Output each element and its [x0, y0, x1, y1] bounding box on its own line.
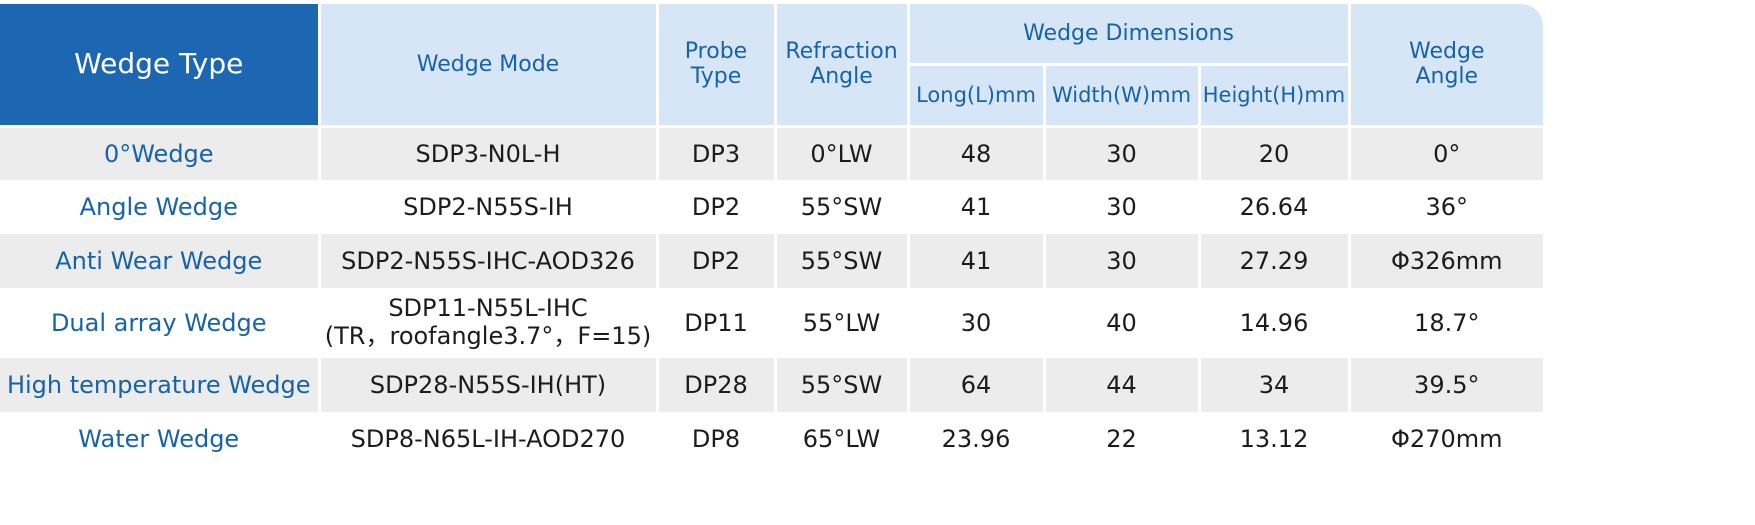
cell-height: 27.29: [1197, 234, 1350, 288]
header-wedge-angle-line1: Wedge: [1409, 38, 1485, 64]
header-refraction-angle: Refraction Angle: [773, 4, 908, 126]
cell-long: 64: [906, 358, 1044, 412]
cell-width: 30: [1042, 234, 1199, 288]
cell-probe-type: DP2: [655, 180, 775, 234]
cell-wedge-angle: 18.7°: [1347, 288, 1543, 358]
header-wedge-mode: Wedge Mode: [317, 4, 657, 126]
header-wedge-angle-line2: Angle: [1415, 64, 1479, 90]
cell-height: 13.12: [1197, 412, 1350, 460]
cell-height: 20: [1197, 124, 1350, 180]
wedge-specs-table: Wedge Type Wedge Mode Probe Type Refract…: [0, 4, 1543, 460]
cell-probe-type: DP8: [655, 412, 775, 460]
subheader-row: Long(L)mm Width(W)mm Height(H)mm: [0, 62, 1543, 126]
cell-width: 40: [1042, 288, 1199, 358]
header-refraction-line1: Refraction: [785, 38, 898, 64]
cell-wedge-type: Angle Wedge: [79, 193, 238, 221]
cell-wedge-mode-line2: (TR，roofangle3.7°，F=15): [324, 322, 652, 350]
cell-wedge-type: Anti Wear Wedge: [0, 234, 319, 288]
cell-wedge-type: 0°Wedge: [0, 124, 319, 180]
cell-wedge-mode: SDP8-N65L-IH-AOD270: [317, 412, 657, 460]
cell-height: 14.96: [1197, 288, 1350, 358]
cell-wedge-mode: SDP28-N55S-IH(HT): [317, 358, 657, 412]
cell-wedge-angle: 0°: [1347, 124, 1543, 180]
header-width: Width(W)mm: [1042, 62, 1199, 126]
cell-probe-type: DP3: [655, 124, 775, 180]
header-wedge-dimensions: Wedge Dimensions: [906, 4, 1350, 64]
table-row: High temperature Wedge SDP28-N55S-IH(HT)…: [0, 358, 1543, 412]
cell-long: 41: [906, 234, 1044, 288]
wedge-table-container: Wedge Type Wedge Mode Probe Type Refract…: [0, 4, 1543, 460]
cell-wedge-mode-line1: SDP11-N55L-IHC: [388, 294, 588, 323]
table-row: 0°Wedge SDP3-N0L-H DP3 0°LW 48 30 20 0°: [0, 124, 1543, 180]
cell-wedge-angle: Φ270mm: [1347, 412, 1543, 460]
cell-wedge-angle: Φ326mm: [1347, 234, 1543, 288]
cell-refraction: 55°SW: [773, 234, 908, 288]
cell-width: 30: [1042, 180, 1199, 234]
cell-long: 48: [906, 124, 1044, 180]
cell-wedge-type: Water Wedge: [78, 425, 240, 453]
header-wedge-type: Wedge Type: [0, 4, 319, 126]
header-height: Height(H)mm: [1197, 62, 1350, 126]
cell-wedge-type: Dual array Wedge: [50, 309, 267, 337]
cell-long: 23.96: [906, 412, 1044, 460]
cell-long: 30: [906, 288, 1044, 358]
cell-width: 30: [1042, 124, 1199, 180]
cell-refraction: 55°LW: [773, 288, 908, 358]
header-long: Long(L)mm: [906, 62, 1044, 126]
cell-width: 44: [1042, 358, 1199, 412]
cell-wedge-mode: SDP2-N55S-IHC-AOD326: [317, 234, 657, 288]
cell-wedge-mode: SDP2-N55S-IH: [317, 180, 657, 234]
cell-refraction: 55°SW: [773, 180, 908, 234]
header-row: Wedge Type Wedge Mode Probe Type Refract…: [0, 4, 1543, 126]
cell-wedge-angle: 36°: [1347, 180, 1543, 234]
cell-refraction: 55°SW: [773, 358, 908, 412]
cell-height: 26.64: [1197, 180, 1350, 234]
header-probe-type: Probe Type: [655, 4, 775, 126]
cell-long: 41: [906, 180, 1044, 234]
cell-probe-type: DP11: [655, 288, 775, 358]
table-row: Angle Wedge SDP2-N55S-IH DP2 55°SW 41 30…: [0, 180, 1543, 234]
table-row: Dual array Wedge SDP11-N55L-IHC (TR，roof…: [0, 288, 1543, 358]
cell-wedge-mode: SDP11-N55L-IHC (TR，roofangle3.7°，F=15): [317, 288, 657, 358]
cell-width: 22: [1042, 412, 1199, 460]
header-probe-type-line2: Type: [690, 64, 742, 90]
cell-height: 34: [1197, 358, 1350, 412]
header-wedge-angle: Wedge Angle: [1347, 4, 1543, 126]
cell-wedge-mode: SDP3-N0L-H: [317, 124, 657, 180]
cell-probe-type: DP2: [655, 234, 775, 288]
table-row: Anti Wear Wedge SDP2-N55S-IHC-AOD326 DP2…: [0, 234, 1543, 288]
header-refraction-line2: Angle: [810, 64, 873, 90]
header-probe-type-line1: Probe: [684, 38, 748, 64]
table-row: Water Wedge SDP8-N65L-IH-AOD270 DP8 65°L…: [0, 412, 1543, 460]
cell-refraction: 0°LW: [773, 124, 908, 180]
cell-refraction: 65°LW: [773, 412, 908, 460]
cell-probe-type: DP28: [655, 358, 775, 412]
cell-wedge-angle: 39.5°: [1347, 358, 1543, 412]
cell-wedge-type: High temperature Wedge: [0, 358, 319, 412]
